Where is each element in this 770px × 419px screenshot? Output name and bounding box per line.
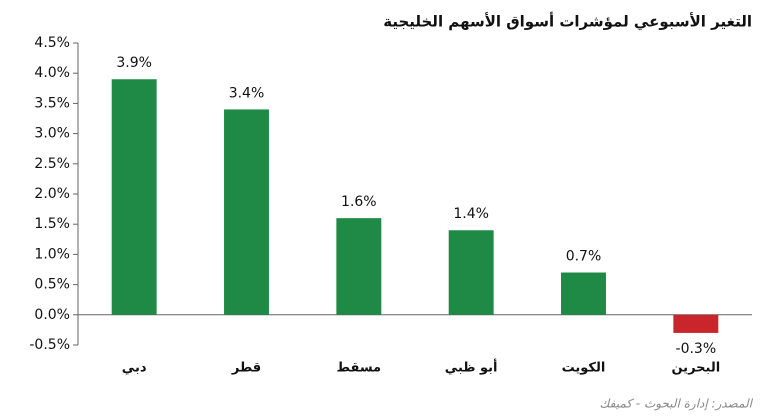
chart-title: التغير الأسبوعي لمؤشرات أسواق الأسهم الخ… bbox=[383, 12, 752, 31]
bar bbox=[673, 314, 719, 333]
x-tick-label: قطر bbox=[231, 361, 261, 376]
bar bbox=[111, 79, 157, 315]
bar bbox=[448, 230, 494, 315]
x-tick-label: مسقط bbox=[337, 361, 382, 376]
y-tick-label: -0.5% bbox=[29, 337, 70, 353]
value-label: 0.7% bbox=[566, 249, 602, 265]
y-tick-label: 1.5% bbox=[34, 216, 70, 232]
y-tick-label: 2.0% bbox=[34, 186, 70, 202]
bar bbox=[224, 109, 269, 315]
value-label: -0.3% bbox=[676, 341, 717, 357]
y-tick-label: 0.0% bbox=[34, 307, 70, 323]
x-tick-label: البحرين bbox=[671, 361, 720, 376]
source-note: المصدر: إدارة البحوث - كميفك bbox=[600, 397, 754, 411]
x-tick-label: الكويت bbox=[562, 361, 606, 376]
value-label: 3.9% bbox=[116, 55, 152, 71]
y-tick-label: 4.5% bbox=[34, 35, 70, 51]
x-tick-label: أبو ظبي bbox=[445, 359, 498, 376]
bar bbox=[336, 218, 382, 315]
y-tick-label: 1.0% bbox=[34, 246, 70, 262]
value-label: 1.6% bbox=[341, 194, 377, 210]
value-label: 1.4% bbox=[453, 206, 489, 222]
value-label: 3.4% bbox=[229, 85, 265, 101]
y-tick-label: 0.5% bbox=[34, 277, 70, 293]
y-tick-label: 3.5% bbox=[34, 95, 70, 111]
x-tick-label: دبي bbox=[122, 361, 147, 376]
y-tick-label: 4.0% bbox=[34, 65, 70, 81]
y-tick-label: 2.5% bbox=[34, 156, 70, 172]
bar bbox=[561, 272, 606, 315]
y-tick-label: 3.0% bbox=[34, 126, 70, 142]
